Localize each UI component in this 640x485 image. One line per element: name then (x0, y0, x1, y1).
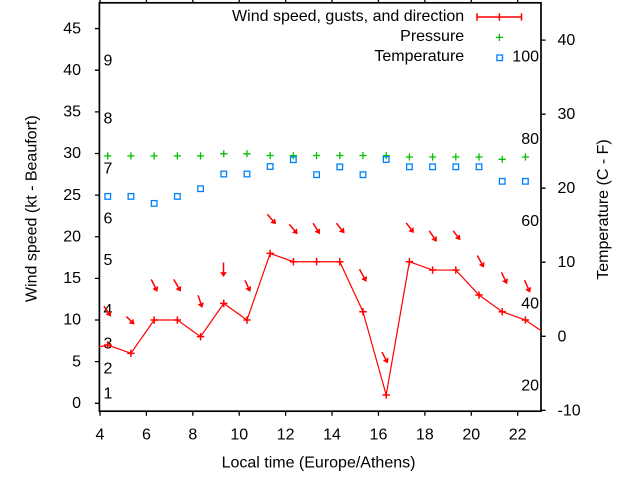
svg-text:0: 0 (72, 395, 81, 412)
svg-text:18: 18 (416, 427, 434, 444)
svg-text:Temperature: Temperature (374, 48, 464, 65)
svg-text:12: 12 (277, 427, 295, 444)
svg-text:40: 40 (558, 32, 576, 49)
svg-text:25: 25 (63, 187, 81, 204)
svg-text:4: 4 (104, 302, 113, 319)
svg-text:7: 7 (104, 161, 113, 178)
svg-text:10: 10 (63, 312, 81, 329)
svg-text:16: 16 (370, 427, 388, 444)
svg-text:1: 1 (104, 385, 113, 402)
svg-text:40: 40 (521, 295, 539, 312)
svg-text:60: 60 (521, 213, 539, 230)
svg-text:Wind speed (kt - Beaufort): Wind speed (kt - Beaufort) (23, 115, 40, 302)
svg-text:45: 45 (63, 20, 81, 37)
svg-text:0: 0 (558, 328, 567, 345)
svg-text:5: 5 (104, 252, 113, 269)
svg-text:10: 10 (230, 427, 248, 444)
svg-text:22: 22 (509, 427, 527, 444)
svg-text:Pressure: Pressure (400, 28, 464, 45)
svg-text:20: 20 (63, 228, 81, 245)
svg-text:80: 80 (521, 131, 539, 148)
svg-text:8: 8 (104, 111, 113, 128)
svg-text:6: 6 (142, 427, 151, 444)
svg-text:Temperature (C - F): Temperature (C - F) (595, 139, 612, 279)
svg-text:Local time (Europe/Athens): Local time (Europe/Athens) (222, 454, 416, 471)
svg-text:8: 8 (188, 427, 197, 444)
svg-text:15: 15 (63, 270, 81, 287)
svg-text:40: 40 (63, 62, 81, 79)
svg-text:14: 14 (323, 427, 341, 444)
svg-text:30: 30 (63, 145, 81, 162)
svg-text:35: 35 (63, 104, 81, 121)
svg-text:20: 20 (462, 427, 480, 444)
svg-text:9: 9 (104, 52, 113, 69)
svg-text:2: 2 (104, 360, 113, 377)
svg-text:30: 30 (558, 106, 576, 123)
svg-text:20: 20 (521, 378, 539, 395)
svg-text:-10: -10 (558, 402, 581, 419)
svg-text:6: 6 (104, 211, 113, 228)
svg-text:5: 5 (72, 353, 81, 370)
svg-text:10: 10 (558, 254, 576, 271)
svg-text:4: 4 (96, 427, 105, 444)
svg-text:20: 20 (558, 180, 576, 197)
svg-text:100: 100 (512, 49, 539, 66)
svg-text:Wind speed, gusts, and directi: Wind speed, gusts, and direction (232, 8, 464, 25)
